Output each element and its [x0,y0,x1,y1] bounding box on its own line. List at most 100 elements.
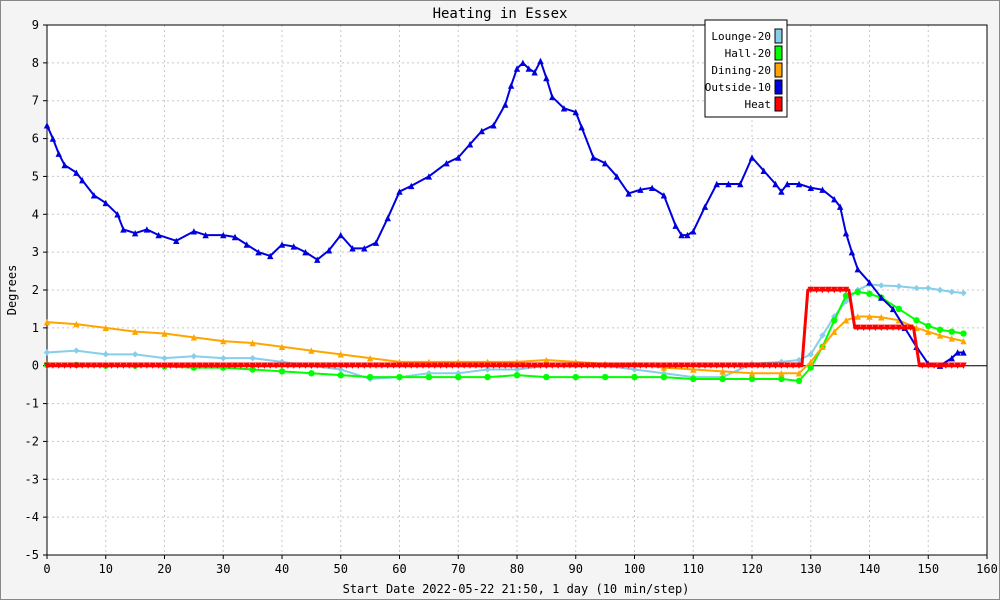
data-point [560,105,568,112]
data-point [807,286,814,294]
data-point [531,69,538,76]
data-point [725,180,732,188]
data-point [161,362,168,369]
data-point [631,362,638,369]
data-point [543,373,550,381]
data-point [842,286,850,294]
data-point [842,317,850,324]
y-axis-label: Degrees [5,265,19,316]
data-point [784,362,791,369]
data-point [778,362,785,369]
data-point [120,226,127,233]
data-point [314,362,321,369]
data-point [290,243,297,250]
data-point [484,362,491,369]
data-point [549,362,556,369]
data-point [831,195,838,203]
data-point [90,192,98,199]
data-point [690,362,697,369]
data-point [43,349,51,356]
data-point [225,362,233,369]
data-point [660,373,668,381]
data-point [337,371,344,379]
data-point [748,375,756,383]
data-point [296,362,303,369]
data-point [355,362,362,369]
data-point [866,313,873,320]
data-point [249,366,256,373]
data-point [408,182,415,190]
data-point [772,180,779,188]
data-point [372,239,380,246]
chart-title: Heating in Essex [433,6,568,22]
axes: 0 10 20 30 40 50 60 70 80 90 100 110 120 130 140 150 160… [25,18,998,576]
data-point [925,362,932,369]
data-point [525,65,532,72]
data-point [278,343,286,350]
data-point [601,373,609,381]
y-tick-label: -5 [25,548,39,562]
x-axis-label: Start Date 2022-05-22 21:50, 1 day (10 m… [343,582,690,596]
data-point [455,154,462,161]
data-point [366,373,374,381]
y-tick-label: -1 [25,397,39,411]
data-point [549,93,556,101]
data-point [120,362,127,369]
data-point [513,65,521,72]
data-point [396,188,403,195]
y-tick-label: 7 [32,94,39,108]
data-point [102,199,109,207]
data-point [496,362,503,369]
data-point [842,230,850,237]
data-point [478,127,485,135]
legend-label: Dining-20 [711,64,771,77]
x-tick-label: 150 [917,562,939,576]
data-point [466,141,474,148]
data-point [184,362,192,369]
data-point [866,324,873,332]
data-point [261,362,268,369]
data-point [878,294,885,301]
data-point [114,362,121,369]
data-point [343,362,350,369]
data-point [690,228,697,235]
data-point [196,362,203,369]
data-point [131,328,139,335]
data-point [55,362,62,369]
legend-box [704,19,788,118]
data-point [560,362,568,369]
data-point [707,362,715,369]
data-point [831,317,838,324]
data-point [331,362,339,369]
data-point [737,180,744,188]
data-point [255,362,262,369]
data-point [361,245,368,252]
data-point [143,226,151,233]
data-point [337,362,344,369]
data-point [531,362,538,369]
data-point [425,373,433,381]
data-point [854,288,861,296]
data-point [402,362,409,369]
data-point [748,154,756,161]
x-tick-label: 160 [976,562,998,576]
data-point [872,324,879,332]
data-point [96,362,104,369]
data-point [748,370,756,377]
data-point [678,362,685,369]
data-point [889,324,897,332]
data-point [795,180,803,188]
x-tick-label: 40 [275,562,289,576]
data-point [220,231,227,239]
data-point [502,101,509,108]
data-point [913,317,920,324]
y-tick-label: -4 [25,510,39,524]
data-point [948,328,955,335]
data-point [308,370,315,377]
data-point [255,248,262,256]
data-point [895,305,903,313]
data-point [190,362,198,369]
data-point [349,245,356,252]
x-tick-label: 50 [334,562,348,576]
data-point [337,366,344,373]
